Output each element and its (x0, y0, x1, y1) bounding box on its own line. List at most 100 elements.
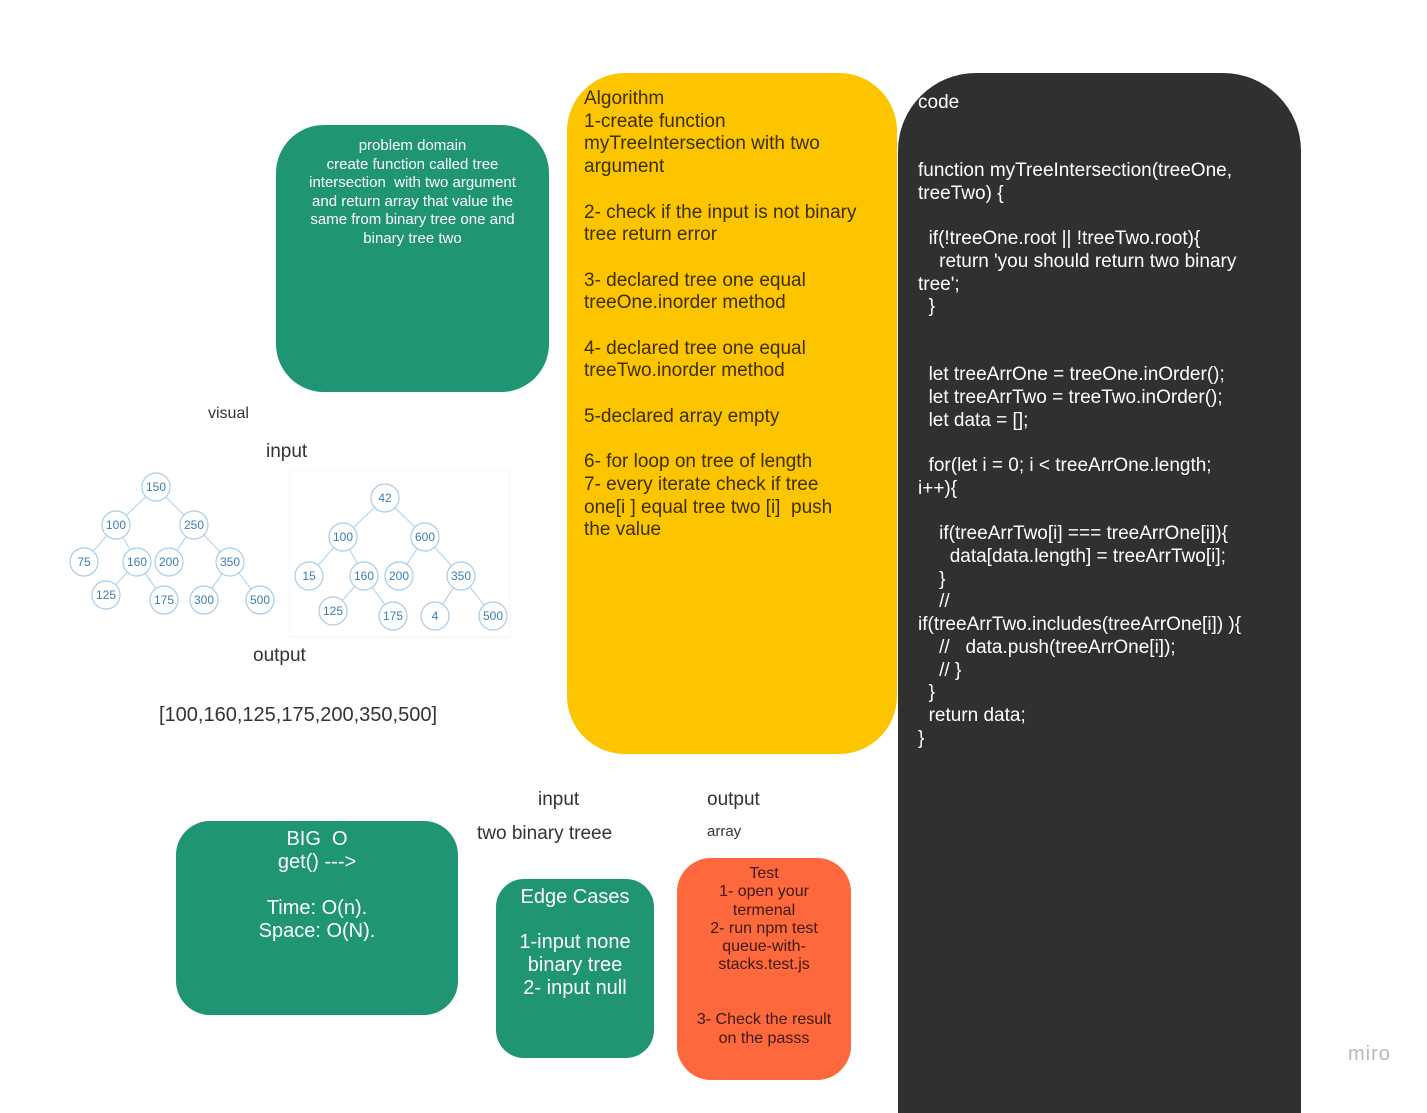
tree-node-circle (328, 522, 358, 552)
text-line: 3- Check the result (696, 1011, 832, 1029)
text-line: i++){ (918, 477, 958, 499)
tree-node-circle (378, 601, 408, 631)
tree-node-circle (318, 596, 348, 626)
text-line: if(treeArrTwo.includes(treeArrOne[i]) ){ (918, 614, 1242, 636)
tree-node-circle (91, 580, 121, 610)
tree-node: 4 (420, 601, 450, 631)
tree-node: 500 (478, 601, 508, 631)
text-line: let treeArrTwo = treeTwo.inOrder(); (918, 387, 1223, 409)
tree-node: 500 (245, 585, 275, 615)
text-line (584, 247, 883, 270)
text-line: code (918, 92, 960, 113)
visual-output-value: [100,160,125,175,200,350,500] (159, 704, 438, 726)
tree-node: 200 (384, 561, 414, 591)
text-line: 1- open your (719, 883, 809, 901)
tree-node-circle (420, 601, 450, 631)
text-line: // (918, 591, 950, 613)
text-line: treeTwo) { (918, 182, 1004, 204)
tree-node-value: 500 (483, 609, 503, 623)
text-line: treeTwo.inorder method (584, 360, 785, 382)
text-line: Test (749, 865, 779, 882)
tree-node-value: 100 (333, 530, 353, 544)
tree-node: 250 (179, 510, 209, 540)
problem-domain-card[interactable]: problem domain create function called tre… (276, 125, 549, 392)
text-line: problem domain (358, 137, 467, 154)
text-line: the value (584, 519, 662, 541)
text-line: get() ---> (277, 851, 357, 873)
tree-one-nodes: 150 100 250 75 160 200 350 125 175 300 500 (69, 472, 275, 615)
tree-node-value: 350 (220, 555, 240, 569)
tree-node-value: 500 (250, 593, 270, 607)
text-line: for(let i = 0; i < treeArrOne.length; (918, 455, 1212, 477)
tree-node: 300 (189, 585, 219, 615)
tree-node-value: 300 (194, 593, 214, 607)
text-line: binary tree (527, 954, 623, 977)
tree-node: 100 (328, 522, 358, 552)
text-line (584, 429, 883, 452)
text-line: let data = []; (918, 409, 1029, 431)
tree-node: 42 (370, 483, 400, 513)
text-line: treeOne.inorder method (584, 292, 786, 314)
text-line: 2- run npm test (710, 919, 818, 937)
text-line (186, 874, 448, 897)
tree-node: 75 (69, 547, 99, 577)
tree-node: 600 (410, 522, 440, 552)
text-line (918, 115, 1291, 138)
text-line: return data; (918, 704, 1026, 726)
tree-node-circle (179, 510, 209, 540)
tree-node-circle (384, 561, 414, 591)
visual-input-label: input (266, 441, 308, 462)
tree-node-circle (101, 510, 131, 540)
tree-node-circle (446, 561, 476, 591)
text-line: intersection with two argument (309, 174, 516, 191)
tree-one-diagram[interactable]: 150 100 250 75 160 200 350 125 175 300 500 (64, 470, 286, 620)
tree-node: 350 (446, 561, 476, 591)
text-line (584, 383, 883, 406)
text-line: 6- for loop on tree of length (584, 451, 813, 473)
tree-node-circle (410, 522, 440, 552)
text-line: if(!treeOne.root || !treeTwo.root){ (918, 228, 1201, 250)
algorithm-card[interactable]: Algorithm 1-create function myTreeIntersec… (567, 73, 897, 754)
text-line: } (918, 727, 925, 749)
text-line: 2- check if the input is not binary (584, 201, 857, 223)
tree-node-circle (478, 601, 508, 631)
visual-label: visual (208, 405, 249, 422)
tree-node-circle (154, 547, 184, 577)
tree-node: 15 (294, 561, 324, 591)
text-line: 5-declared array empty (584, 405, 780, 427)
text-line: if(treeArrTwo[i] === treeArrOne[i]){ (918, 523, 1228, 545)
tree-node-value: 160 (127, 555, 147, 569)
tree-node: 175 (149, 585, 179, 615)
edge-cases-card[interactable]: Edge Cases 1-input none binary tree 2- inp… (496, 879, 654, 1058)
code-card[interactable]: code function myTreeIntersection(treeOne… (898, 73, 1301, 1113)
miro-watermark: miro (1348, 1043, 1391, 1065)
text-line: stacks.test.js (718, 956, 810, 974)
text-line: // data.push(treeArrOne[i]); (918, 636, 1176, 658)
tree-node-circle (69, 547, 99, 577)
text-line: Edge Cases (520, 886, 630, 908)
text-line (687, 993, 841, 1011)
tree-two-diagram[interactable]: 42 100 600 15 160 200 350 125 175 4 500 (289, 470, 511, 638)
tree-two-nodes: 42 100 600 15 160 200 350 125 175 4 500 (294, 483, 508, 631)
text-line: queue-with- (722, 938, 806, 956)
tree-node-value: 350 (451, 569, 471, 583)
tree-node-value: 125 (96, 588, 116, 602)
text-line: tree return error (584, 224, 718, 246)
text-line: myTreeIntersection with two (584, 133, 820, 155)
tree-node-circle (149, 585, 179, 615)
text-line (918, 206, 1291, 229)
text-line: // } (918, 659, 962, 681)
text-line: Time: O(n). (266, 897, 368, 919)
tree-node-circle (349, 561, 379, 591)
text-line: 2- input null (523, 976, 627, 999)
tree-node-value: 150 (146, 480, 166, 494)
text-line: 1-create function (584, 110, 726, 132)
tree-node: 175 (378, 601, 408, 631)
text-line: 3- declared tree one equal (584, 269, 806, 291)
io-input-label: input (538, 789, 580, 810)
text-line: } (918, 296, 935, 318)
text-line (918, 137, 1291, 160)
tree-node-circle (122, 547, 152, 577)
test-card[interactable]: Test 1- open your termenal 2- run npm test q… (677, 858, 851, 1080)
